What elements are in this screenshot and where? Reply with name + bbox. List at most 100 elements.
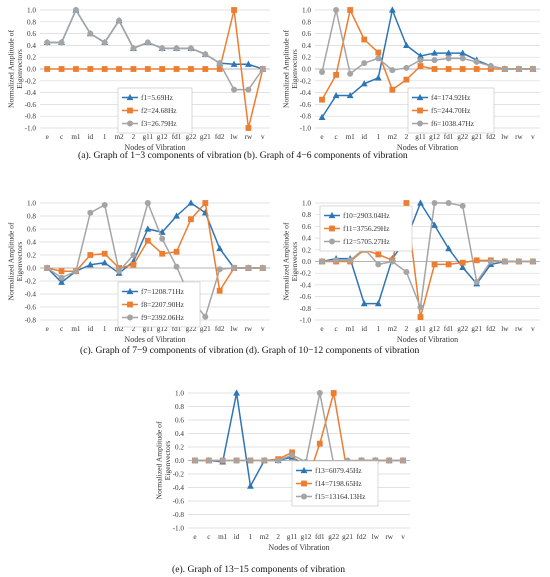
series-line-3 [321, 202, 533, 308]
data-point [361, 36, 368, 43]
y-tick-label: -1.0 [173, 525, 185, 533]
data-point [231, 265, 238, 271]
data-point [216, 244, 224, 252]
y-tick-label: -0.8 [300, 113, 312, 121]
data-point [216, 266, 223, 273]
x-tick-label: 1 [376, 133, 380, 141]
x-tick-label: m2 [388, 133, 398, 141]
legend-marker [127, 301, 133, 308]
y-tick-label: -0.8 [300, 305, 312, 313]
x-tick-label: c [334, 325, 337, 333]
y-tick-label: 0.8 [27, 213, 36, 221]
data-point [319, 258, 326, 265]
data-point [72, 268, 79, 275]
y-tick-label: 0.6 [175, 417, 184, 425]
x-tick-label: g12 [429, 325, 440, 333]
x-tick-label: fd2 [215, 325, 225, 333]
series-line-2 [47, 202, 263, 292]
data-point [361, 60, 368, 67]
data-point [130, 252, 137, 258]
x-tick-label: g21 [471, 325, 482, 333]
data-point [501, 258, 508, 265]
data-point [375, 251, 382, 258]
data-point [403, 41, 410, 48]
data-point [101, 250, 108, 257]
data-point [130, 66, 137, 72]
data-point [403, 76, 410, 83]
data-point [375, 49, 382, 56]
data-point [487, 63, 494, 70]
y-axis-title: Normalized Amplitude ofEigenvectors [6, 30, 24, 108]
data-point [445, 55, 452, 62]
data-point [86, 261, 94, 268]
data-point [216, 66, 223, 72]
y-tick-label: 0.2 [302, 246, 311, 254]
data-point [144, 200, 151, 206]
x-tick-label: lw [501, 325, 509, 333]
data-point [529, 66, 536, 72]
y-tick-label: -0.2 [300, 77, 312, 85]
data-point [417, 199, 424, 206]
series-line-1 [47, 9, 264, 70]
x-tick-label: rw [515, 325, 523, 333]
data-point [360, 80, 368, 87]
data-point [333, 7, 340, 13]
y-tick-label: -0.2 [300, 270, 312, 278]
y-tick-label: 0.2 [27, 252, 36, 260]
data-point [44, 39, 51, 46]
y-axis-title: Normalized Amplitude ofEigenvectors [154, 421, 172, 499]
y-tick-label: 1.0 [27, 7, 36, 15]
x-tick-label: rw [515, 133, 523, 141]
y-tick-label: 1.0 [302, 200, 311, 208]
data-point [245, 86, 252, 93]
data-point [245, 265, 252, 271]
x-tick-label: id [361, 325, 367, 333]
legend-marker [126, 287, 134, 295]
x-tick-label: g12 [429, 133, 440, 141]
x-tick-label: g22 [328, 533, 339, 541]
x-tick-label: id [234, 533, 240, 541]
x-tick-label: e [320, 325, 323, 333]
chart-panel-d: -1.0 -0.8 -0.6 -0.4 -0.2 0.0 0.2 0.4 0.6 0.8 1.0 e c… [281, 199, 540, 344]
y-tick-label: 0.4 [27, 42, 36, 50]
y-tick-label: 0.8 [27, 18, 36, 26]
data-point [389, 86, 396, 93]
data-point [231, 7, 237, 13]
data-point [247, 457, 254, 464]
data-point [173, 45, 180, 52]
data-point [319, 68, 326, 75]
data-point [58, 268, 65, 275]
legend-marker [126, 93, 134, 101]
legend-label: f6=1038.47Hz [431, 119, 475, 128]
y-tick-label: -0.8 [25, 317, 37, 325]
x-tick-label: e [320, 133, 323, 141]
x-tick-label: lw [230, 133, 238, 141]
legend-marker [329, 225, 335, 232]
y-tick-label: -0.6 [300, 101, 312, 109]
data-point [431, 57, 438, 64]
x-tick-label: v [401, 533, 405, 541]
x-tick-label: m2 [114, 133, 124, 141]
data-point [459, 259, 466, 266]
x-tick-label: id [88, 325, 94, 333]
data-point [445, 66, 452, 72]
data-point [275, 457, 282, 464]
data-point [173, 66, 180, 72]
x-tick-label: v [261, 133, 265, 141]
data-point [445, 49, 452, 56]
y-tick-label: 0.6 [27, 226, 36, 234]
data-point [231, 86, 238, 93]
data-point [191, 457, 198, 464]
x-tick-label: 2 [132, 133, 136, 141]
x-tick-label: c [207, 533, 210, 541]
data-point [116, 268, 123, 275]
data-point [58, 278, 65, 285]
legend-label: f7=1208.71Hz [141, 287, 185, 296]
legend-label: f1=5.69Hz [141, 93, 174, 102]
legend-marker [417, 120, 423, 127]
y-tick-label: 0.0 [27, 66, 36, 74]
caption-row2: (c). Graph of 7−9 components of vibratio… [80, 345, 420, 356]
y-tick-label: -1.0 [300, 125, 312, 133]
legend-marker [127, 314, 133, 321]
x-tick-label: m1 [346, 325, 356, 333]
